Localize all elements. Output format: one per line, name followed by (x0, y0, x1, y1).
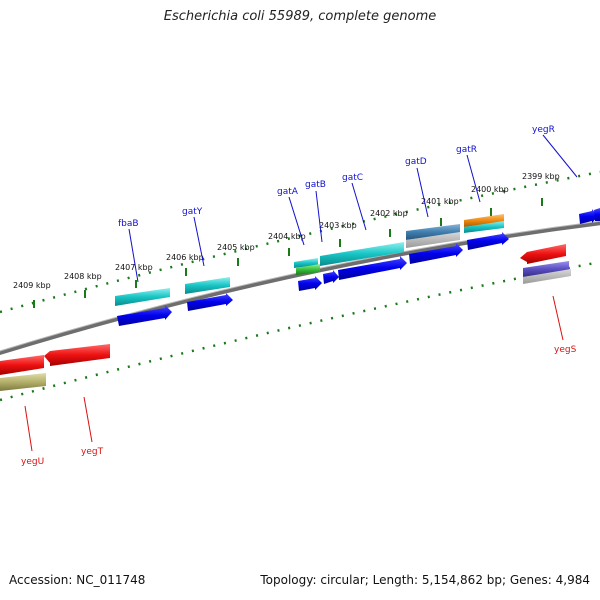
feature-gatC[interactable] (320, 242, 404, 266)
cds-gatY[interactable] (187, 293, 233, 311)
gene-leader-lines-top (128, 134, 578, 283)
gene-label-gatD[interactable]: gatD (405, 157, 427, 167)
gene-label-gatA[interactable]: gatA (277, 187, 299, 197)
cds-gatB[interactable] (323, 270, 339, 284)
feature-gatR[interactable] (464, 214, 504, 227)
gene-label-yegS[interactable]: yegS (554, 345, 577, 355)
gene-label-fbaB[interactable]: fbaB (118, 219, 139, 229)
scale-label: 2406 kbp (166, 253, 204, 262)
feature-yegU[interactable] (0, 373, 46, 391)
gene-label-yegR[interactable]: yegR (532, 125, 555, 135)
scale-label: 2402 kbp (370, 209, 408, 218)
gene-leader-lines-bottom (24, 295, 564, 452)
scale-label: 2404 kbp (268, 232, 306, 241)
reverse-cds-row (0, 244, 566, 375)
scale-label: 2400 kbp (471, 185, 509, 194)
scale-label: 2399 kbp (522, 172, 560, 181)
genome-summary: Topology: circular; Length: 5,154,862 bp… (260, 573, 590, 587)
cds-fbaB[interactable] (117, 305, 172, 326)
feature-gatY[interactable] (185, 277, 230, 294)
cds-yegS[interactable] (520, 244, 566, 264)
accession-label: Accession: NC_011748 (9, 573, 146, 587)
gene-label-gatC[interactable]: gatC (342, 173, 363, 183)
scale-label: 2405 kbp (217, 243, 255, 252)
scale-label: 2401 kbp (421, 197, 459, 206)
upper-tick-ring (0, 170, 600, 314)
gene-label-gatR[interactable]: gatR (456, 145, 477, 155)
scale-label: 2409 kbp (13, 281, 51, 290)
cds-gatR[interactable] (467, 232, 509, 250)
cds-yegU[interactable] (0, 355, 44, 375)
scale-label: 2408 kbp (64, 272, 102, 281)
gene-label-gatB[interactable]: gatB (305, 180, 326, 190)
feature-fbaB[interactable] (115, 288, 170, 306)
cds-yegR[interactable] (579, 209, 598, 224)
gene-label-gatY[interactable]: gatY (182, 207, 203, 217)
feature-gatD[interactable] (406, 224, 460, 240)
cds-gatA[interactable] (298, 276, 322, 291)
cds-yegT[interactable] (44, 344, 110, 366)
genome-title: Escherichia coli 55989, complete genome (163, 9, 437, 24)
feature-yegS[interactable] (523, 261, 569, 277)
gene-label-yegU[interactable]: yegU (21, 457, 44, 467)
scale-label: 2403 kbp (319, 221, 357, 230)
lower-tick-ring (0, 260, 600, 402)
lower-feature-row (0, 261, 571, 391)
scale-label: 2407 kbp (115, 263, 153, 272)
major-ticks (33, 198, 543, 308)
gene-label-yegT[interactable]: yegT (81, 447, 104, 457)
cds-gatC[interactable] (338, 256, 407, 280)
cds-gatD[interactable] (409, 243, 463, 264)
forward-cds-row (117, 208, 600, 326)
upper-feature-row (115, 214, 504, 306)
